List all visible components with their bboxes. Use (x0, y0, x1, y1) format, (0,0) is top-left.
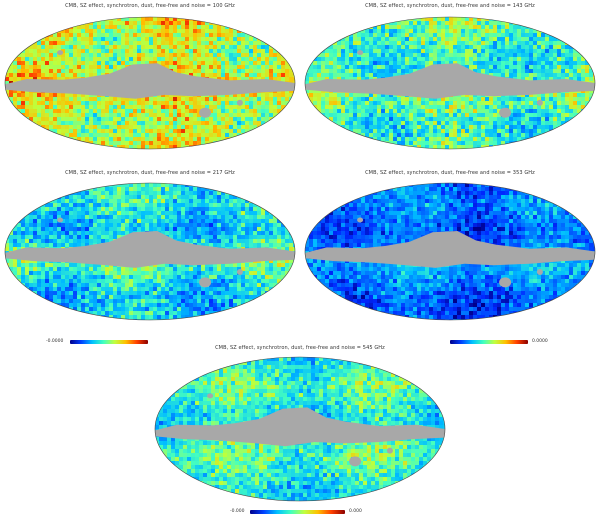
point-source-mask (207, 393, 214, 399)
colorbar-right (450, 340, 528, 344)
sky-map-1 (4, 16, 296, 150)
colorbar-bottom (250, 510, 345, 514)
point-source-mask (386, 447, 393, 454)
map-outline (154, 356, 446, 502)
point-source-mask (199, 277, 212, 288)
map-panel-4: CMB, SZ effect, synchrotron, dust, free-… (300, 168, 600, 348)
map-title-3: CMB, SZ effect, synchrotron, dust, free-… (65, 170, 235, 176)
point-source-mask (236, 99, 243, 106)
map-title-5: CMB, SZ effect, synchrotron, dust, free-… (215, 345, 385, 351)
map-noise-field (305, 183, 595, 320)
point-source-mask (536, 99, 543, 106)
map-title-1: CMB, SZ effect, synchrotron, dust, free-… (65, 3, 235, 9)
colorbar-right-max: 0.0000 (532, 339, 548, 344)
point-source-mask (499, 277, 512, 288)
galactic-mask (305, 231, 595, 268)
map-title-4: CMB, SZ effect, synchrotron, dust, free-… (365, 170, 535, 176)
point-source-mask (357, 217, 364, 223)
sky-map-3 (4, 182, 296, 321)
map-title-2: CMB, SZ effect, synchrotron, dust, free-… (365, 3, 535, 9)
map-outline (304, 16, 596, 150)
galactic-mask (155, 407, 445, 447)
map-outline (4, 16, 296, 150)
map-panel-3: CMB, SZ effect, synchrotron, dust, free-… (0, 168, 300, 348)
point-source-mask (57, 217, 64, 223)
colorbar-left (70, 340, 148, 344)
colorbar-left-min: -0.0000 (46, 339, 64, 344)
map-outline (4, 182, 296, 321)
colorbar-bottom-min: -0.000 (230, 509, 245, 514)
map-panel-1: CMB, SZ effect, synchrotron, dust, free-… (0, 0, 300, 165)
point-source-mask (499, 107, 512, 118)
sky-map-5 (154, 356, 446, 502)
galactic-mask (5, 63, 295, 99)
point-source-mask (236, 269, 243, 276)
map-panel-5: CMB, SZ effect, synchrotron, dust, free-… (150, 344, 450, 518)
point-source-mask (349, 456, 362, 467)
galactic-mask (5, 231, 295, 268)
point-source-mask (199, 107, 212, 118)
point-source-mask (57, 50, 64, 56)
sky-map-2 (304, 16, 596, 150)
sky-map-4 (304, 182, 596, 321)
map-panel-2: CMB, SZ effect, synchrotron, dust, free-… (300, 0, 600, 165)
point-source-mask (357, 50, 364, 56)
map-outline (304, 182, 596, 321)
galactic-mask (305, 63, 595, 99)
map-noise-field (5, 183, 295, 320)
point-source-mask (536, 269, 543, 276)
colorbar-bottom-max: 0.000 (349, 509, 362, 514)
